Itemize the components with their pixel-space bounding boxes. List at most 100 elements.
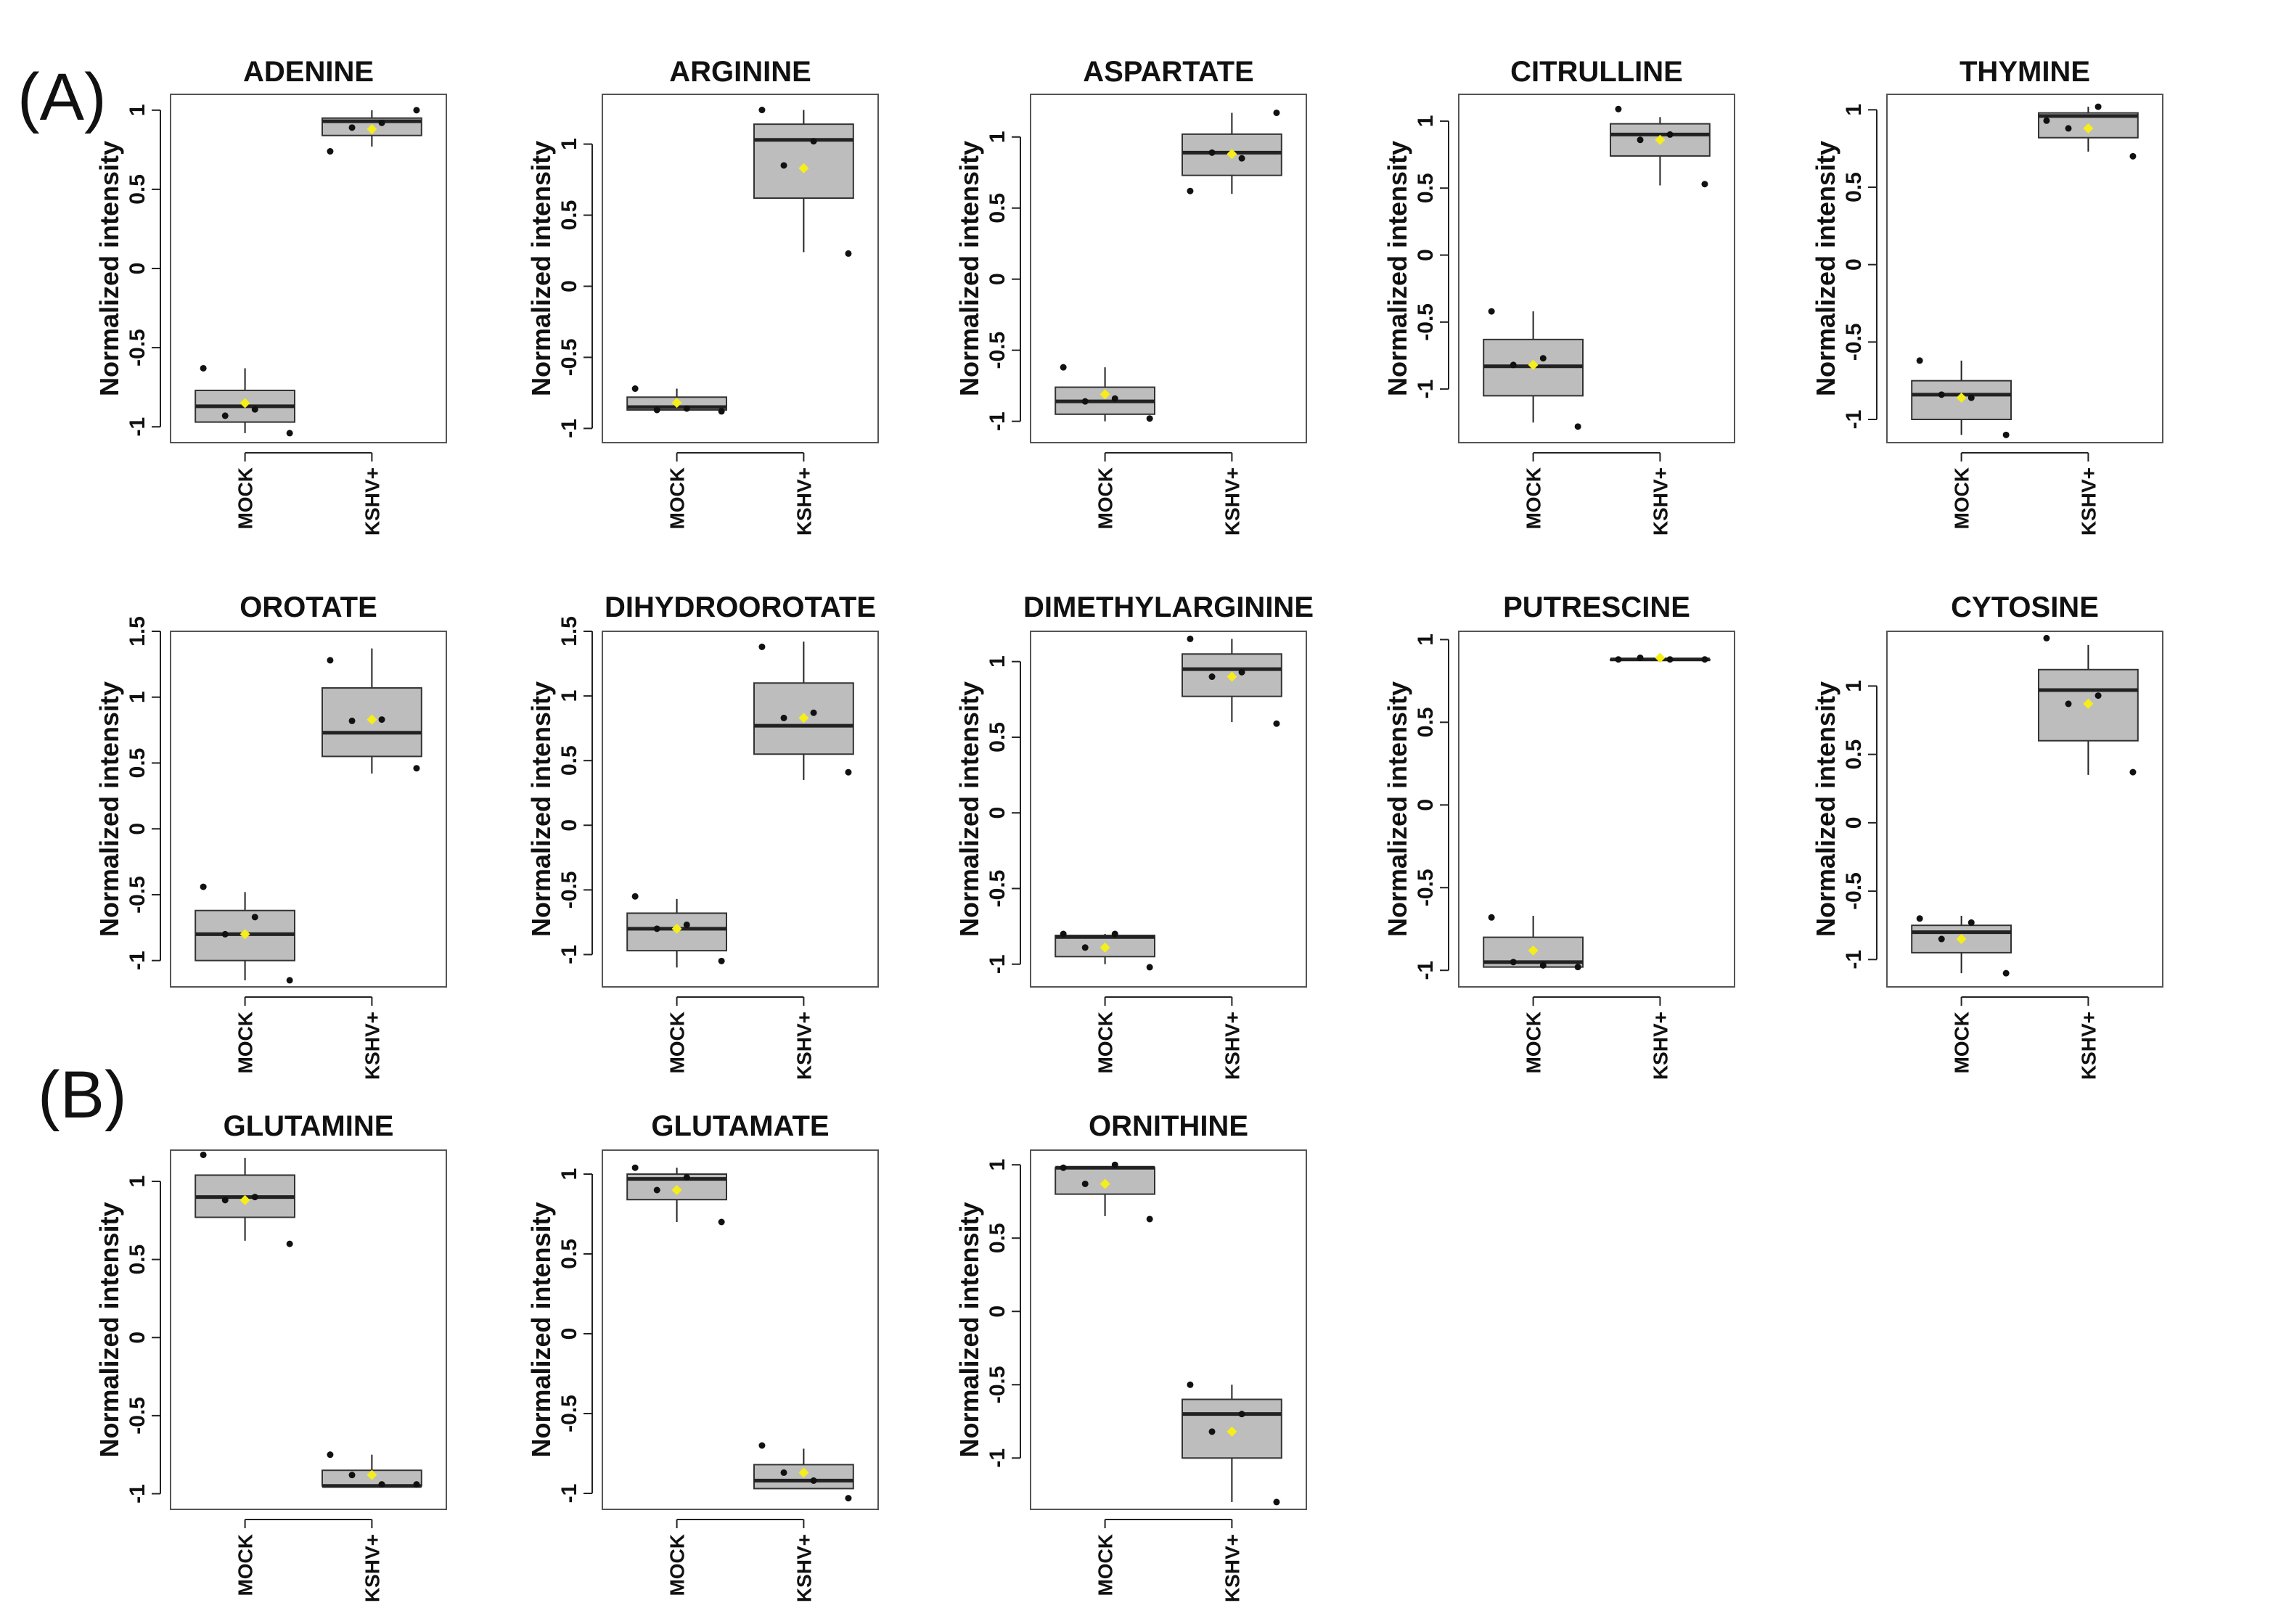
y-tick-label: 1 [986, 655, 1010, 668]
y-tick-label: 0.5 [126, 174, 150, 205]
data-point [378, 1481, 385, 1488]
box-mock [626, 1164, 728, 1226]
data-point [1967, 394, 1975, 401]
data-point [1238, 1411, 1245, 1418]
x-category-label: MOCK [234, 467, 257, 530]
y-tick-label: 0.5 [1414, 707, 1438, 737]
mean-marker [1655, 134, 1666, 145]
x-category-label: KSHV+ [361, 1012, 383, 1080]
data-point [683, 405, 690, 412]
y-tick-label: 0 [986, 1305, 1010, 1318]
y-tick-label: 0.5 [986, 722, 1010, 752]
box-kshvplus [2038, 634, 2139, 776]
data-point [758, 643, 766, 650]
data-point [1666, 656, 1674, 663]
y-tick-label: 0 [1414, 249, 1438, 261]
y-axis-label: Normalized intensity [954, 681, 984, 937]
y-tick-label: -0.5 [1414, 869, 1438, 906]
data-point [1111, 1161, 1118, 1168]
chart-title: OROTATE [239, 591, 377, 623]
data-point [1916, 357, 1923, 364]
plot-frame [170, 631, 447, 988]
box-mock [194, 883, 296, 984]
data-point [286, 430, 293, 437]
y-tick-label: 0.5 [557, 1239, 581, 1269]
mean-marker [367, 124, 377, 134]
y-tick-label: 1 [1414, 115, 1438, 128]
y-tick-label: 1 [557, 690, 581, 702]
data-point [2002, 969, 2010, 977]
y-tick-label: -0.5 [1414, 303, 1438, 341]
data-point [1637, 654, 1644, 661]
data-point [251, 406, 258, 413]
data-point [1637, 136, 1644, 144]
x-category-label: KSHV+ [1649, 467, 1671, 536]
plot-frame [1458, 631, 1735, 988]
x-category-label: MOCK [666, 467, 689, 530]
data-point [1146, 964, 1153, 971]
data-point [653, 406, 660, 414]
data-point [2129, 768, 2137, 776]
y-tick-label: -0.5 [1842, 872, 1866, 910]
data-point [1938, 935, 1945, 943]
y-axis-label: Normalized intensity [954, 141, 984, 396]
x-category-label: MOCK [1094, 1534, 1117, 1596]
data-point [286, 977, 293, 984]
data-point [1081, 398, 1089, 405]
x-category-label: KSHV+ [1649, 1012, 1671, 1080]
mean-marker [239, 929, 250, 940]
data-point [845, 1495, 852, 1502]
y-tick-label: -1 [557, 945, 581, 964]
x-category-label: KSHV+ [361, 467, 383, 536]
data-point [758, 1442, 766, 1449]
y-axis-label: Normalized intensity [1811, 681, 1840, 937]
chart-title: GLUTAMINE [224, 1110, 394, 1142]
mean-marker [798, 1467, 809, 1478]
y-tick-label: 1 [126, 104, 150, 116]
mean-marker [671, 923, 682, 934]
chart-title: PUTRESCINE [1503, 591, 1690, 623]
mean-marker [1100, 1178, 1110, 1189]
y-tick-label: 1 [126, 691, 150, 703]
y-tick-label: 0.5 [1842, 172, 1866, 202]
mean-marker [1528, 359, 1539, 370]
y-tick-label: 1 [986, 1159, 1010, 1171]
data-point [653, 925, 660, 932]
data-point [221, 930, 229, 938]
x-category-label: KSHV+ [1221, 467, 1243, 536]
box-kshvplus [322, 107, 422, 155]
y-tick-label: 1 [557, 138, 581, 150]
x-category-label: KSHV+ [2077, 467, 2100, 536]
panel-label-a: (A) [17, 60, 107, 134]
y-tick-label: -0.5 [557, 872, 581, 909]
data-point [1081, 944, 1089, 951]
y-tick-label: 0 [126, 823, 150, 835]
data-point [2095, 692, 2102, 700]
data-point [200, 364, 207, 372]
data-point [1238, 668, 1245, 676]
data-point [1238, 155, 1245, 162]
x-category-label: MOCK [1523, 467, 1545, 530]
data-point [1574, 423, 1581, 430]
chart-orotate: OROTATE -1 -0.5 0 0.5 1 1.5 Normalized intensit… [94, 591, 447, 1080]
box-mock [1483, 914, 1584, 971]
x-category-label: KSHV+ [793, 1534, 815, 1602]
y-tick-label: -1 [557, 419, 581, 438]
data-point [413, 1481, 420, 1488]
data-point [327, 657, 334, 664]
data-point [780, 714, 787, 721]
chart-title: ASPARTATE [1083, 56, 1254, 88]
data-point [1488, 914, 1495, 921]
box-mock [1911, 915, 2012, 977]
data-point [2129, 152, 2137, 160]
x-category-label: MOCK [666, 1534, 689, 1596]
y-tick-label: 0 [557, 819, 581, 832]
y-tick-label: 0 [126, 263, 150, 275]
y-tick-label: 0 [557, 1328, 581, 1340]
data-point [718, 1218, 725, 1226]
x-category-label: MOCK [234, 1534, 257, 1596]
data-point [780, 162, 787, 169]
data-point [1060, 930, 1067, 938]
data-point [1539, 355, 1547, 362]
